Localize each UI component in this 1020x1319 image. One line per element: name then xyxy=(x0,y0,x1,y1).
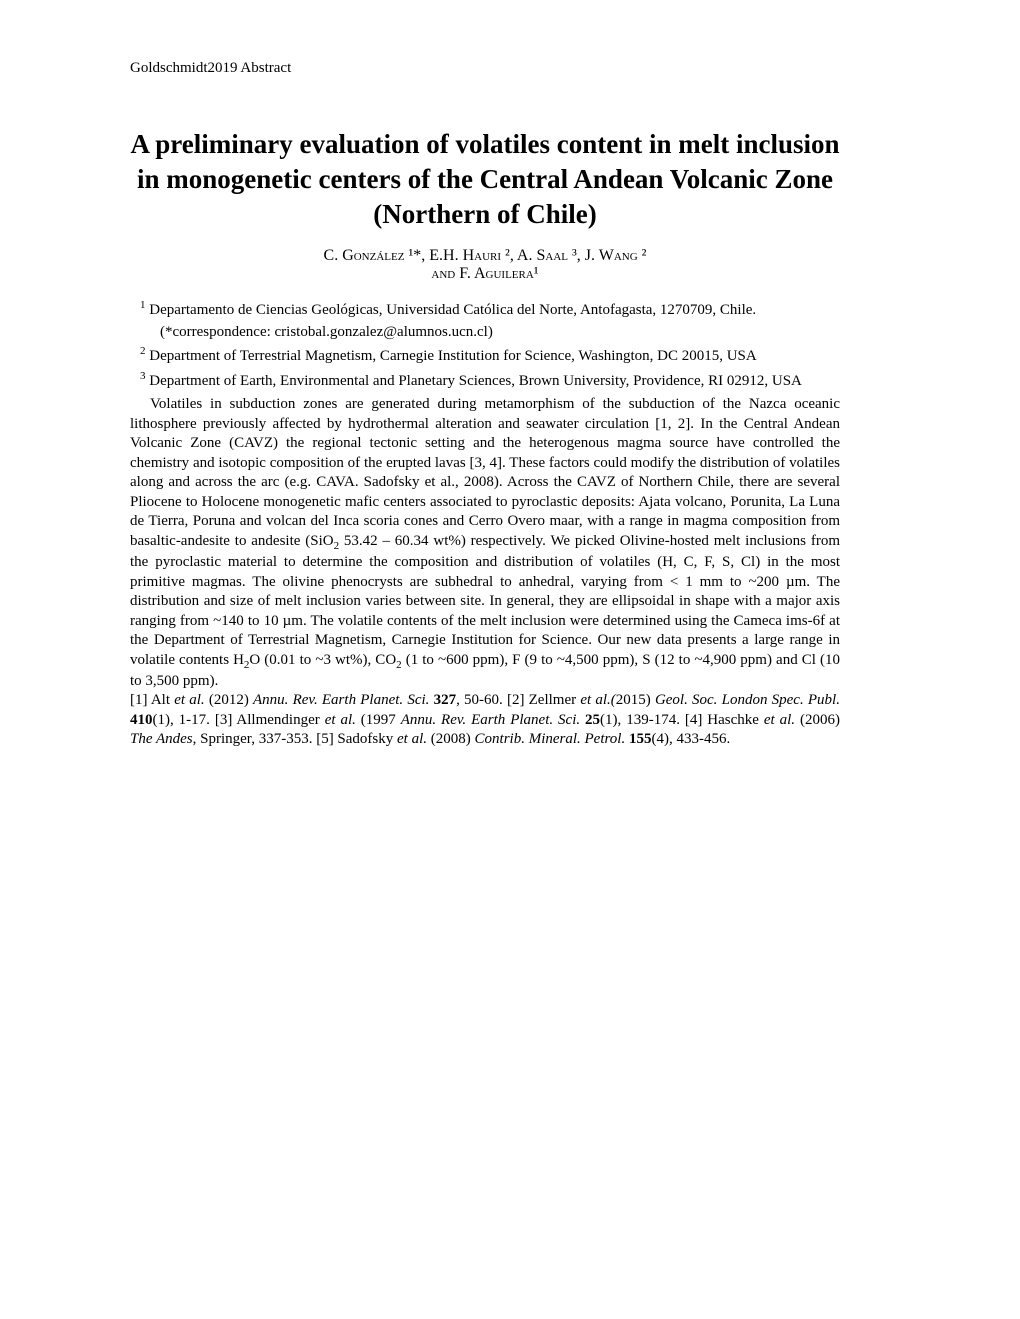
ref5-etal: et al. xyxy=(397,731,427,747)
ref5-f: (4), 433-456. xyxy=(651,731,730,747)
ref3-etal: et al. xyxy=(325,712,356,728)
ref1-a: [1] Alt xyxy=(130,692,174,708)
references-block: [1] Alt et al. (2012) Annu. Rev. Earth P… xyxy=(130,691,840,750)
ref5-journal: Contrib. Mineral. Petrol. xyxy=(475,731,626,747)
ref4-journal: The Andes xyxy=(130,731,193,747)
abstract-body: Volatiles in subduction zones are genera… xyxy=(130,395,840,691)
author-list: C. González ¹*, E.H. Hauri ², A. Saal ³,… xyxy=(130,247,840,283)
ref1-etal: et al. xyxy=(174,692,204,708)
ref3-c: (1997 xyxy=(356,712,401,728)
ref2-c: 2015) xyxy=(616,692,655,708)
body-part-c: O (0.01 to ~3 wt%), CO xyxy=(249,652,396,668)
ref1-journal: Annu. Rev. Earth Planet. Sci. xyxy=(253,692,429,708)
ref3-journal: Annu. Rev. Earth Planet. Sci. xyxy=(401,712,580,728)
body-part-b: 53.42 – 60.34 wt%) respectively. We pick… xyxy=(130,533,840,668)
ref2-f: (1), 1-17. [3] Allmendinger xyxy=(153,712,325,728)
correspondence: (*correspondence: cristobal.gonzalez@alu… xyxy=(130,323,840,343)
affiliation-text-2: Department of Terrestrial Magnetism, Car… xyxy=(146,348,757,364)
ref2-etal: et al.( xyxy=(580,692,615,708)
ref4-etal: et al. xyxy=(764,712,795,728)
affiliation-1: 1 Departamento de Ciencias Geológicas, U… xyxy=(130,298,840,321)
ref1-c: (2012) xyxy=(205,692,253,708)
authors-line-2: and F. Aguilera¹ xyxy=(431,265,538,282)
ref1-f: , 50-60. [2] Zellmer xyxy=(456,692,580,708)
affiliation-text-1: Departamento de Ciencias Geológicas, Uni… xyxy=(146,302,757,318)
affiliation-2: 2 Department of Terrestrial Magnetism, C… xyxy=(130,344,840,367)
ref5-c: (2008) xyxy=(427,731,475,747)
ref3-f: (1), 139-174. [4] Haschke xyxy=(600,712,764,728)
ref2-vol: 410 xyxy=(130,712,153,728)
authors-line-1: C. González ¹*, E.H. Hauri ², A. Saal ³,… xyxy=(324,247,647,264)
ref2-journal: Geol. Soc. London Spec. Publ. xyxy=(655,692,840,708)
ref1-vol: 327 xyxy=(434,692,457,708)
affiliation-text-3: Department of Earth, Environmental and P… xyxy=(146,373,802,389)
ref3-vol: 25 xyxy=(585,712,600,728)
body-part-a: Volatiles in subduction zones are genera… xyxy=(130,396,840,549)
correspondence-text: (*correspondence: cristobal.gonzalez@alu… xyxy=(160,324,493,340)
conference-header: Goldschmidt2019 Abstract xyxy=(130,60,840,77)
ref4-e: , Springer, 337-353. [5] Sadofsky xyxy=(193,731,397,747)
ref4-c: (2006) xyxy=(795,712,840,728)
abstract-title: A preliminary evaluation of volatiles co… xyxy=(130,127,840,232)
ref5-vol: 155 xyxy=(629,731,652,747)
affiliation-3: 3 Department of Earth, Environmental and… xyxy=(130,369,840,392)
